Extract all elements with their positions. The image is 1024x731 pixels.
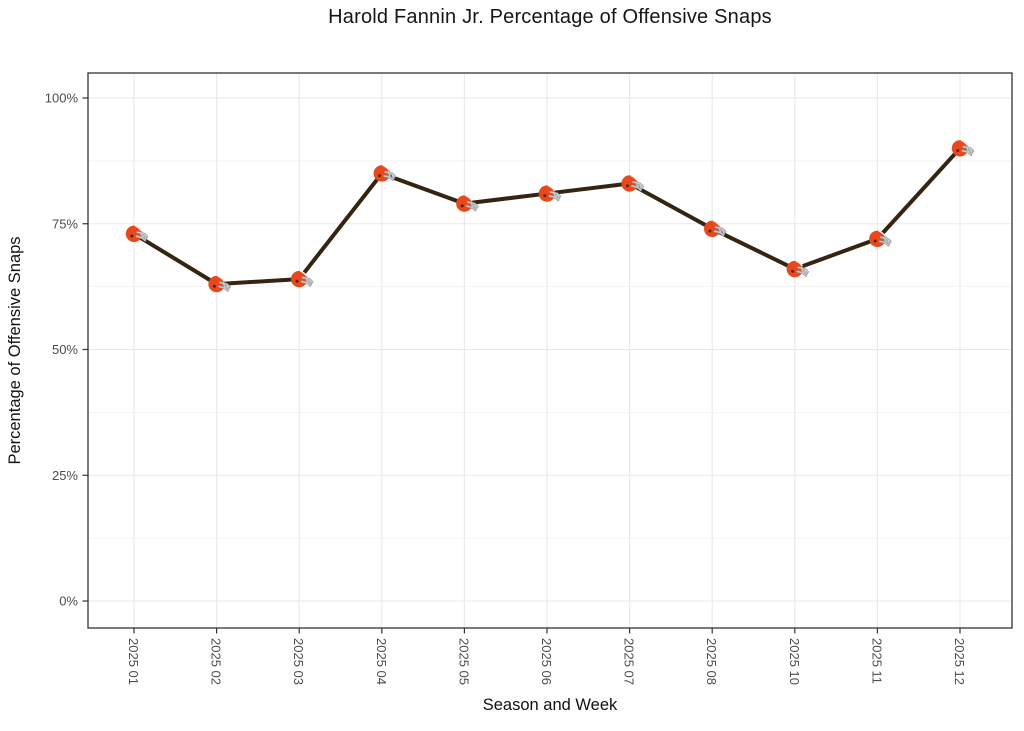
helmet-marker: [125, 225, 149, 243]
helmet-marker: [621, 174, 644, 192]
x-tick-label: 2025 10: [787, 638, 802, 685]
chart-title: Harold Fannin Jr. Percentage of Offensiv…: [328, 6, 772, 28]
x-tick-label: 2025 05: [456, 638, 471, 685]
x-axis-title: Season and Week: [482, 696, 618, 714]
helmet-marker: [373, 164, 396, 182]
x-tick-label: 2025 11: [869, 638, 884, 684]
x-tick-label: 2025 08: [704, 638, 719, 685]
x-tick-label: 2025 07: [622, 638, 637, 685]
helmet-marker: [538, 184, 562, 202]
helmet-marker: [291, 270, 314, 288]
helmet-marker: [704, 220, 727, 237]
helmet-marker: [456, 194, 479, 212]
x-tick-label: 2025 04: [374, 638, 389, 685]
helmet-marker: [786, 260, 809, 278]
x-tick-label: 2025 03: [291, 638, 306, 685]
panel-border: [87, 72, 1013, 629]
y-tick-label: 25%: [52, 468, 78, 483]
x-tick-label: 2025 01: [126, 638, 141, 685]
y-tick-label: 75%: [52, 216, 78, 231]
helmet-marker: [208, 275, 231, 293]
y-tick-label: 100%: [45, 91, 79, 106]
helmet-marker: [869, 230, 892, 248]
x-tick-label: 2025 12: [952, 638, 967, 685]
x-tick-label: 2025 06: [539, 638, 554, 685]
y-tick-label: 0%: [59, 594, 78, 609]
helmet-marker: [951, 139, 975, 157]
x-tick-label: 2025 02: [209, 638, 224, 685]
y-tick-label: 50%: [52, 342, 78, 357]
plot-panel: [88, 73, 1012, 628]
